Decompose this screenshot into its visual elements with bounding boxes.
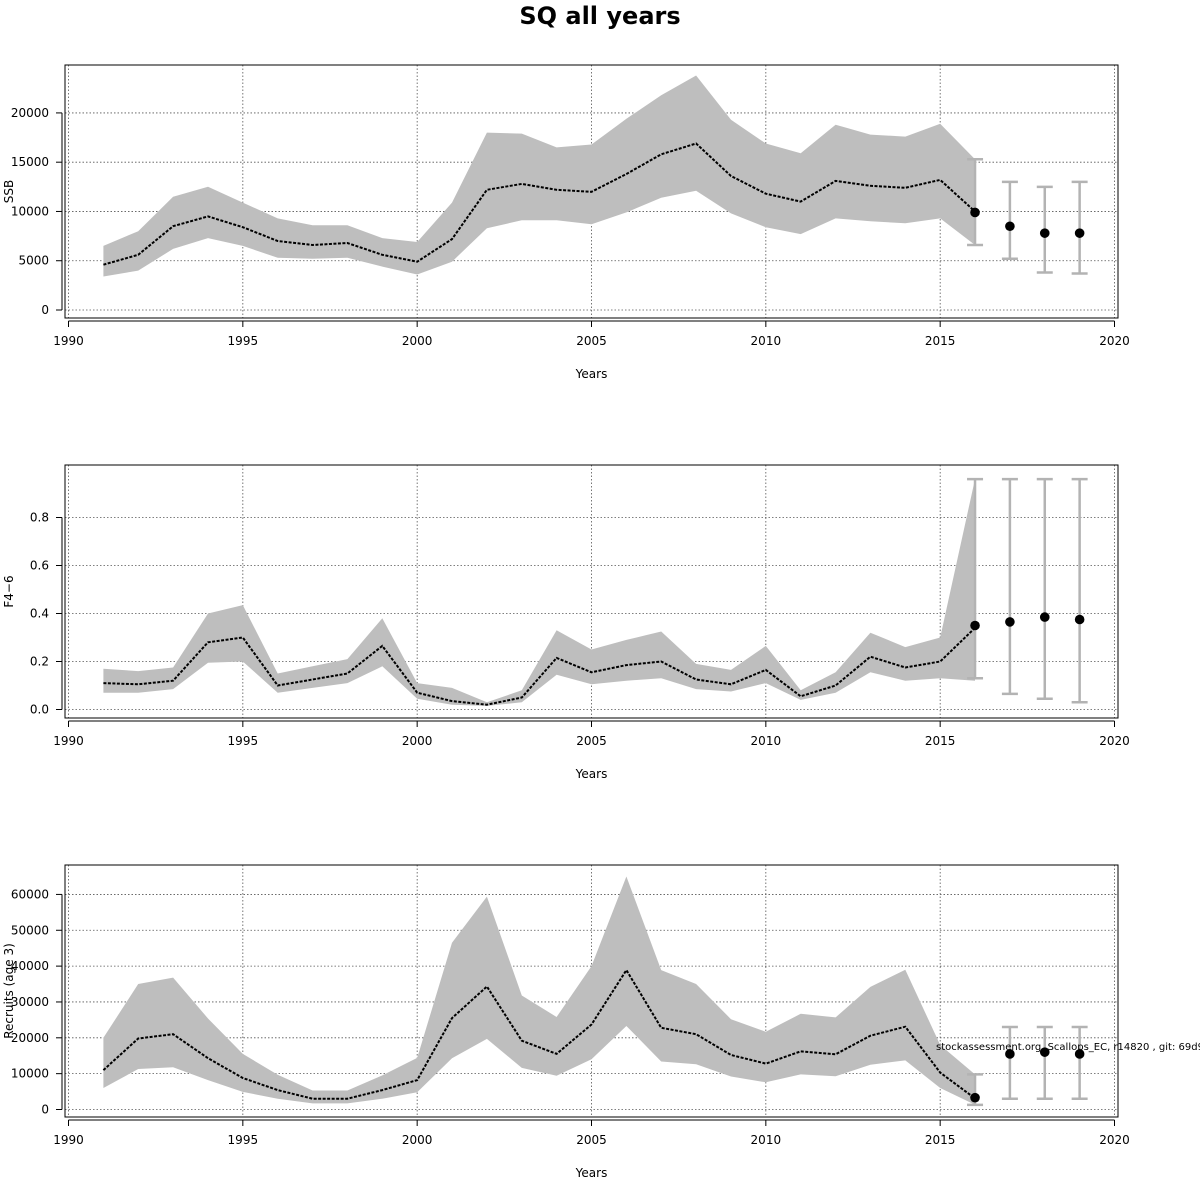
x-tick-label: 2015: [925, 734, 956, 748]
estimate-line: [102, 968, 976, 1100]
y-axis-label: F4−6: [2, 575, 16, 607]
x-tick-label: 1990: [53, 1133, 84, 1147]
forecast-point: [970, 207, 980, 218]
x-tick-label: 1995: [228, 734, 259, 748]
x-tick-label: 2000: [402, 734, 433, 748]
y-tick-label: 0.4: [30, 607, 49, 621]
y-tick-label: 0: [41, 1103, 49, 1117]
y-tick-label: 20000: [11, 1031, 49, 1045]
estimate-line: [103, 142, 976, 266]
panel-1: 1990 1995 2000 2005 2010 2015 2020 0 5000 10000 15…: [2, 64, 1130, 381]
confidence-band: [103, 876, 975, 1105]
x-axis-label: Years: [575, 367, 608, 381]
y-axis-label: Recruits (age 3): [2, 943, 16, 1039]
x-tick-label: 2020: [1099, 734, 1130, 748]
panel-3: 1990 1995 2000 2005 2010 2015 2020 0 10000 20000 3…: [2, 864, 1130, 1180]
y-tick-label: 0.8: [30, 511, 49, 525]
y-tick-label: 50000: [11, 923, 49, 937]
x-tick-label: 2005: [576, 734, 607, 748]
estimate-line: [103, 627, 976, 706]
forecast-point: [1039, 228, 1050, 238]
x-axis-label: Years: [575, 1166, 608, 1180]
y-tick-label: 10000: [11, 204, 49, 218]
forecast-point: [1039, 1047, 1050, 1057]
y-tick-label: 0.6: [30, 559, 49, 573]
x-tick-label: 2020: [1099, 1133, 1130, 1147]
forecast-point: [1005, 1049, 1015, 1059]
x-tick-label: 2010: [751, 1133, 782, 1147]
y-tick-label: 5000: [18, 254, 49, 268]
x-tick-label: 1995: [228, 1133, 259, 1147]
y-tick-label: 0: [41, 303, 49, 317]
y-axis-label: SSB: [2, 180, 16, 203]
confidence-band: [103, 479, 975, 706]
forecast-point: [970, 620, 980, 631]
y-tick-label: 0.0: [30, 703, 49, 717]
y-tick-label: 15000: [11, 155, 49, 169]
forecast-point: [1074, 228, 1085, 238]
y-tick-label: 20000: [11, 106, 49, 120]
y-tick-label: 10000: [11, 1067, 49, 1081]
x-tick-label: 1995: [228, 334, 259, 348]
x-tick-label: 2015: [925, 1133, 956, 1147]
x-tick-label: 2005: [576, 334, 607, 348]
plot-frame: [64, 64, 1119, 319]
plot-frame: [64, 864, 1119, 1118]
forecast-point: [1074, 614, 1085, 625]
forecast-point: [1005, 221, 1015, 232]
forecast-point: [970, 1092, 980, 1103]
x-tick-label: 2015: [925, 334, 956, 348]
y-tick-label: 30000: [11, 995, 49, 1009]
x-tick-label: 2005: [576, 1133, 607, 1147]
forecast-point: [1039, 612, 1050, 622]
y-tick-label: 40000: [11, 959, 49, 973]
y-tick-label: 0.2: [30, 655, 49, 669]
x-tick-label: 2010: [751, 334, 782, 348]
forecast-point: [1074, 1049, 1085, 1059]
y-tick-label: 60000: [11, 887, 49, 901]
x-tick-label: 1990: [53, 334, 84, 348]
footnote: stockassessment.org, Scallops_EC, r14820…: [936, 1042, 1200, 1053]
x-tick-label: 2020: [1099, 334, 1130, 348]
confidence-band: [103, 75, 975, 277]
x-tick-label: 1990: [53, 734, 84, 748]
forecast-point: [1005, 617, 1015, 627]
panel-2: 1990 1995 2000 2005 2010 2015 2020 0.0 0.2 0.4 0.6…: [2, 464, 1130, 781]
x-axis-label: Years: [575, 767, 608, 781]
plot-frame: [64, 464, 1119, 719]
x-tick-label: 2000: [402, 1133, 433, 1147]
x-tick-label: 2000: [402, 334, 433, 348]
x-tick-label: 2010: [751, 734, 782, 748]
chart-title: SQ all years: [519, 2, 680, 30]
